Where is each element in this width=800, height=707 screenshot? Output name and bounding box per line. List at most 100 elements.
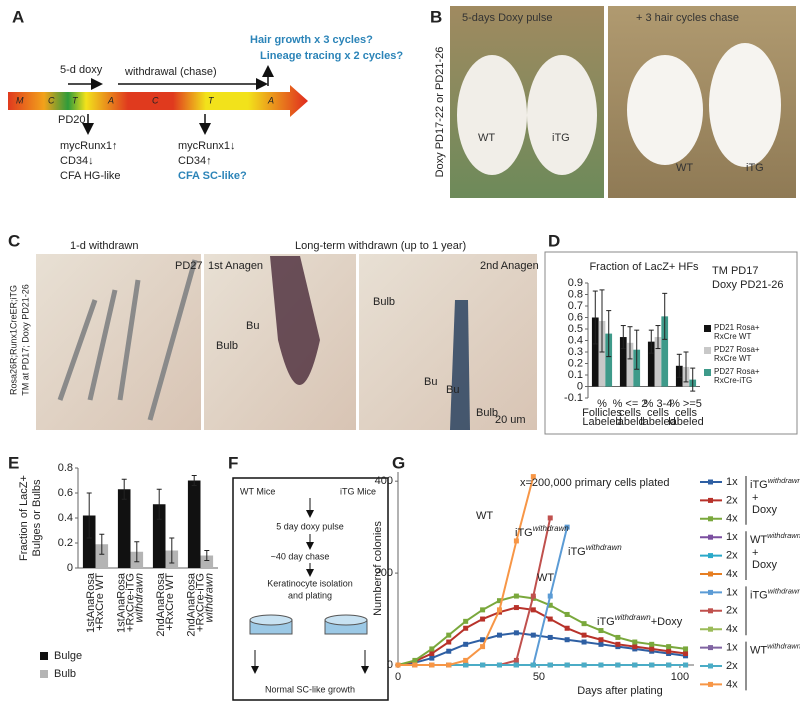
label: CFA HG-like [60, 170, 121, 182]
legend-group-extra: Doxy [752, 559, 778, 571]
panel-letter: A [12, 7, 24, 26]
point [564, 625, 570, 631]
y-tick-label: 0 [387, 659, 393, 671]
label: Bulb [476, 407, 498, 419]
x-tick-label: labeld [615, 416, 644, 428]
legend-label: 1x [726, 531, 738, 543]
photo-title: 1-d withdrawn [70, 240, 138, 252]
point [513, 593, 519, 599]
point [598, 628, 604, 634]
x-tick-label: 2ndAnaRosa [185, 572, 197, 636]
legend-group-sup: withdrawn [767, 531, 800, 540]
legend-label: 1x [726, 476, 738, 488]
label: PD20 [58, 114, 86, 126]
y-tick-label: 0.3 [568, 346, 583, 358]
point [446, 639, 452, 645]
x-tick-label: labeled [668, 416, 703, 428]
legend-marker [708, 589, 713, 595]
photo-label: WT [478, 132, 495, 144]
legend-group-extra: + [752, 547, 758, 559]
bar [187, 480, 201, 568]
point [530, 662, 536, 668]
y-axis-label: Bulges or Bulbs [31, 479, 43, 557]
bar [654, 337, 662, 387]
point [463, 657, 469, 663]
point [412, 662, 418, 668]
point [632, 639, 638, 645]
legend-label: 1x [726, 586, 738, 598]
y-axis-label: Number of colonies [372, 521, 384, 616]
mouse [627, 55, 703, 165]
annotation-text: iTG [597, 616, 615, 628]
point [496, 598, 502, 604]
point [598, 641, 604, 647]
step: Keratinocyte isolation [267, 578, 353, 588]
question: Lineage tracing x 2 cycles? [260, 50, 403, 62]
x-tick-label: +RxCre WT [94, 573, 106, 631]
point [547, 662, 553, 668]
point [547, 616, 553, 622]
point [683, 651, 689, 657]
result: Normal SC-like growth [265, 684, 355, 694]
legend-group-extra: + [752, 492, 758, 504]
y-axis-label: Fraction of LacZ+ [18, 475, 30, 561]
x-tick-label: +RxCre-iTG [194, 573, 206, 632]
bar [647, 341, 655, 387]
legend-marker [708, 608, 713, 614]
panel-letter: G [392, 453, 405, 472]
y-tick-label: 0.1 [568, 369, 583, 381]
legend-swatch [704, 347, 711, 354]
point [513, 630, 519, 636]
point [463, 641, 469, 647]
annotation-text: WT [476, 510, 493, 522]
label: iTG Mice [340, 486, 376, 496]
panel-letter: F [228, 453, 238, 472]
bar [591, 317, 599, 387]
mouse [709, 43, 781, 167]
label: Bu [424, 376, 437, 388]
panel-letter: E [8, 453, 19, 472]
step: ~40 day chase [271, 551, 330, 561]
bar [82, 515, 96, 568]
y-tick-label: 0.4 [568, 334, 583, 346]
x-tick-label: % <= 2 [613, 398, 648, 410]
legend-marker [708, 645, 713, 651]
x-tick-label: 50 [533, 671, 545, 683]
legend-marker [708, 553, 713, 559]
point [683, 646, 689, 652]
x-tick-label: labeled [640, 416, 675, 428]
side-label: Rosa26R;Runx1CreER;iTG [8, 285, 18, 395]
point [513, 538, 519, 544]
point [530, 632, 536, 638]
legend-group-label: WT [750, 534, 767, 546]
legend-marker [708, 626, 713, 632]
bar [661, 316, 669, 387]
label: Bu [246, 320, 259, 332]
point [429, 651, 435, 657]
legend-label: PD21 Rosa+ RxCre WT [714, 323, 760, 341]
annotation: WT [476, 510, 493, 522]
annotation: iTGwithdrawn+Doxy [597, 613, 683, 628]
panel-letter: B [430, 7, 442, 26]
point [530, 474, 536, 480]
legend-marker [708, 516, 713, 522]
photo-label: WT [676, 162, 693, 174]
y-tick-label: 400 [375, 475, 393, 487]
stage: C [48, 95, 55, 105]
y-tick-label: 0 [577, 380, 583, 392]
y-tick-label: 0 [67, 562, 73, 574]
point [547, 634, 553, 640]
point [429, 662, 435, 668]
x-tick-label: Labeled [582, 416, 621, 428]
point [666, 644, 672, 650]
y-tick-label: -0.1 [564, 392, 583, 404]
panel-frame [232, 477, 389, 701]
legend-marker [708, 534, 713, 540]
photo [36, 254, 201, 430]
legend-group-extra: Doxy [752, 504, 778, 516]
x-tick-label: withdrawn [133, 573, 145, 623]
annotation-text: iTG [568, 546, 586, 558]
point [632, 662, 638, 668]
legend-swatch [704, 325, 711, 332]
mouse [457, 55, 527, 175]
